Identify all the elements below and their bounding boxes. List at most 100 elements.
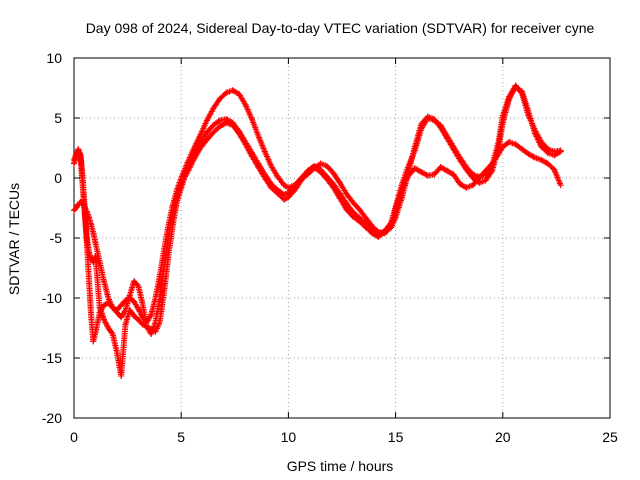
data-point [156, 319, 163, 325]
data-point [101, 302, 108, 309]
data-point [184, 165, 191, 172]
data-point [330, 170, 337, 177]
data-point [444, 133, 451, 139]
data-point [538, 157, 545, 163]
data-point [411, 147, 418, 154]
data-point [405, 163, 412, 169]
data-point [381, 227, 388, 234]
data-point [248, 116, 255, 123]
data-point [90, 230, 97, 237]
data-point [431, 117, 438, 124]
data-point [285, 189, 292, 196]
data-point [216, 123, 223, 130]
data-point [236, 91, 243, 97]
data-point [92, 253, 99, 259]
data-point [469, 182, 476, 189]
x-tick-label: 15 [388, 429, 404, 445]
data-point [109, 304, 116, 311]
data-point [551, 148, 558, 155]
data-point [531, 127, 538, 133]
data-point [399, 181, 406, 187]
data-point [75, 146, 82, 153]
data-point [105, 325, 112, 331]
data-point [343, 190, 350, 197]
data-point [216, 95, 223, 102]
data-point [77, 153, 84, 160]
data-point [178, 184, 185, 191]
data-point [469, 171, 476, 178]
data-point [173, 199, 180, 205]
data-point [456, 181, 463, 187]
data-point [73, 205, 80, 211]
data-point [118, 302, 125, 309]
data-point [92, 239, 99, 246]
data-point [71, 157, 77, 163]
data-point [203, 129, 210, 136]
data-point [135, 305, 142, 312]
data-point [122, 321, 129, 328]
data-point [131, 313, 138, 319]
y-tick-label: 5 [54, 110, 62, 126]
data-point [482, 177, 489, 184]
data-point [411, 165, 418, 172]
data-point [83, 235, 90, 241]
data-point [418, 169, 425, 175]
data-point [118, 373, 125, 379]
data-point [96, 304, 103, 311]
data-point [79, 181, 86, 187]
data-point [369, 226, 376, 233]
data-point [336, 190, 343, 197]
data-point [362, 220, 369, 227]
data-point [139, 321, 146, 328]
data-point [392, 203, 399, 210]
data-point [248, 149, 255, 156]
data-point [431, 171, 438, 178]
data-point [255, 133, 262, 139]
data-point [317, 160, 324, 167]
data-point [343, 200, 350, 207]
data-point [274, 173, 281, 180]
data-point [268, 163, 275, 169]
data-point [135, 283, 142, 289]
data-point [388, 219, 395, 226]
data-point [356, 206, 363, 213]
data-point [90, 338, 97, 345]
data-point [101, 278, 108, 285]
data-point [229, 87, 236, 94]
data-point [519, 91, 526, 97]
data-point [223, 89, 230, 96]
data-point [118, 314, 125, 321]
data-point [323, 163, 330, 169]
data-point [476, 173, 483, 180]
x-tick-label: 10 [281, 429, 297, 445]
y-tick-label: -10 [42, 290, 62, 306]
data-point [349, 208, 356, 215]
data-point [495, 139, 502, 145]
axis-ticks: 0 5 10 15 20 25 -20 -15 -10 -5 0 5 10 [42, 50, 618, 445]
data-point [456, 154, 463, 161]
data-point [424, 115, 431, 121]
series-markers [71, 119, 563, 345]
data-point [148, 326, 155, 333]
data-point [113, 309, 120, 316]
data-point [437, 122, 444, 129]
y-tick-label: -5 [50, 230, 63, 246]
data-point [538, 139, 545, 145]
data-point [362, 214, 369, 221]
data-point [349, 199, 356, 205]
data-point [216, 117, 223, 124]
data-point [450, 171, 457, 178]
chart-title: Day 098 of 2024, Sidereal Day-to-day VTE… [86, 20, 595, 36]
data-point [126, 307, 133, 313]
data-point [113, 349, 120, 355]
data-point [512, 82, 519, 89]
data-point [88, 313, 95, 319]
data-point [512, 141, 519, 148]
x-axis-label: GPS time / hours [287, 458, 394, 474]
data-point [499, 112, 506, 119]
data-point [519, 146, 526, 153]
data-point [156, 295, 163, 301]
data-point [463, 184, 470, 191]
data-point [105, 299, 112, 306]
